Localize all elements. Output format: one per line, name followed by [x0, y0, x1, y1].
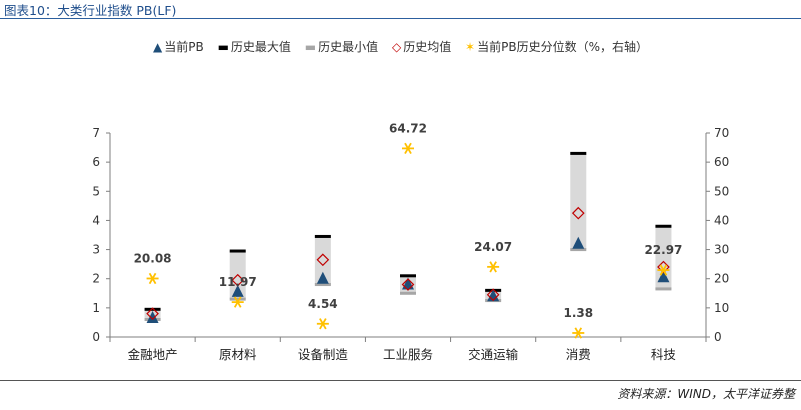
percentile-data-label-0: 20.08 [134, 251, 172, 265]
legend-symbol-current-pb: ▲ [153, 40, 163, 54]
mean-marker-0 [146, 307, 159, 321]
legend-label-percentile: 当前PB历史分位数（%，右轴） [477, 40, 648, 54]
legend-label-max: 历史最大值 [230, 40, 291, 54]
max-mark-2 [314, 234, 331, 238]
left-tick-label-6: 6 [92, 155, 100, 169]
legend-symbol-mean: ◇ [391, 40, 402, 54]
percentile-data-label-4: 24.07 [474, 240, 512, 254]
current-pb-marker-0 [146, 311, 159, 324]
percentile-data-label-1: 11.97 [219, 275, 257, 289]
percentile-marker-6 [657, 264, 670, 276]
category-label-4: 交通运输 [468, 347, 519, 362]
legend-item-mean: ◇ 历史均值 [392, 38, 451, 55]
legend-label-min: 历史最小值 [318, 40, 379, 54]
max-mark-6 [655, 224, 672, 228]
percentile-data-label-5: 1.38 [563, 306, 593, 320]
legend-item-percentile: ✶ 当前PB历史分位数（%，右轴） [465, 38, 648, 55]
legend-symbol-min: ▬ [304, 40, 317, 54]
range-bar-5 [570, 153, 587, 250]
mean-marker-4 [486, 288, 500, 302]
category-label-1: 原材料 [219, 347, 257, 362]
bottom-rule [0, 380, 801, 381]
chart-legend: ▲ 当前PB ▬ 历史最大值 ▬ 历史最小值 ◇ 历史均值 ✶ 当前PB历史分位数（%，右… [0, 38, 801, 55]
min-mark-2 [314, 283, 331, 287]
category-label-5: 消费 [566, 347, 591, 362]
current-pb-marker-1 [231, 284, 244, 297]
mean-marker-1 [231, 273, 245, 287]
percentile-data-label-2: 4.54 [308, 297, 338, 311]
left-tick-label-3: 3 [92, 243, 100, 257]
current-pb-marker-5 [572, 236, 585, 249]
range-bar-2 [314, 236, 331, 285]
min-mark-1 [229, 297, 246, 301]
legend-label-mean: 历史均值 [403, 40, 452, 54]
current-pb-marker-6 [657, 270, 670, 283]
max-mark-0 [144, 307, 161, 311]
figure-title: 图表10：大类行业指数 PB(LF) [4, 3, 177, 18]
percentile-marker-5 [572, 327, 585, 339]
right-tick-label-2: 20 [714, 272, 729, 286]
category-label-2: 设备制造 [298, 347, 349, 362]
left-tick-label-0: 0 [92, 330, 100, 344]
left-tick-label-7: 7 [92, 126, 100, 140]
right-tick-label-5: 50 [714, 184, 729, 198]
min-mark-5 [570, 248, 587, 252]
percentile-marker-1 [231, 296, 244, 308]
legend-symbol-max: ▬ [217, 40, 229, 54]
percentile-marker-4 [487, 261, 500, 273]
percentile-data-label-3: 64.72 [389, 121, 427, 135]
mean-marker-6 [657, 260, 670, 274]
mean-marker-2 [316, 253, 330, 267]
source-note: 资料来源：WIND，太平洋证券整 [617, 387, 795, 401]
left-tick-label-2: 2 [92, 272, 100, 286]
mean-marker-5 [571, 206, 585, 220]
current-pb-marker-4 [487, 289, 500, 302]
percentile-marker-2 [316, 318, 329, 330]
category-label-6: 科技 [651, 347, 677, 362]
legend-item-min: ▬ 历史最小值 [305, 38, 378, 55]
legend-label-current-pb: 当前PB [164, 40, 204, 54]
legend-item-current-pb: ▲ 当前PB [153, 38, 204, 55]
right-tick-label-6: 60 [714, 155, 729, 169]
left-tick-label-5: 5 [92, 184, 100, 198]
max-mark-1 [229, 249, 246, 253]
percentile-marker-3 [402, 142, 414, 155]
right-tick-label-1: 10 [714, 301, 729, 315]
min-mark-6 [655, 287, 672, 291]
min-mark-3 [400, 291, 416, 295]
legend-symbol-percentile: ✶ [465, 40, 476, 54]
current-pb-marker-2 [316, 271, 329, 284]
max-mark-5 [570, 151, 587, 155]
mean-marker-3 [401, 278, 415, 291]
left-tick-label-1: 1 [92, 301, 100, 315]
category-label-3: 工业服务 [383, 347, 433, 362]
right-tick-label-3: 30 [714, 243, 729, 257]
range-bar-6 [655, 226, 672, 289]
category-label-0: 金融地产 [128, 347, 178, 362]
percentile-data-label-6: 22.97 [644, 243, 682, 257]
right-tick-label-0: 0 [714, 330, 722, 344]
legend-item-max: ▬ 历史最大值 [218, 38, 291, 55]
left-tick-label-4: 4 [92, 213, 100, 227]
right-tick-label-7: 70 [714, 126, 729, 140]
percentile-marker-0 [146, 272, 159, 285]
max-mark-3 [400, 274, 416, 278]
right-tick-label-4: 40 [714, 213, 729, 227]
title-rule [0, 18, 801, 19]
